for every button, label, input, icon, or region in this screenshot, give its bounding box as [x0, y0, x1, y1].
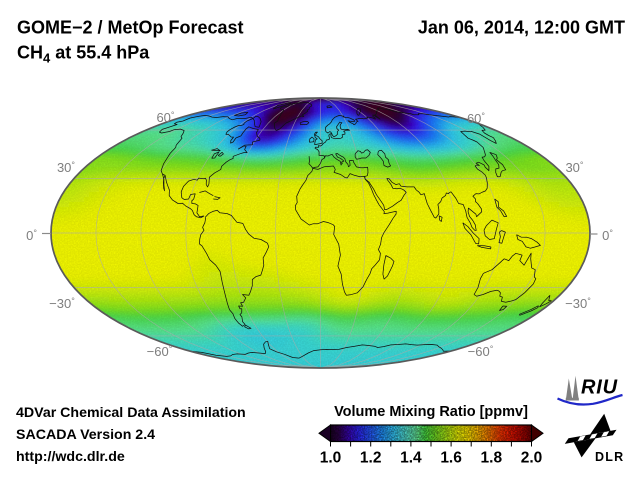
svg-text:SACADA Version 2.4: SACADA Version 2.4: [16, 427, 155, 443]
svg-text:30°: 30°: [565, 160, 583, 175]
svg-text:60°: 60°: [156, 110, 174, 125]
svg-text:60°: 60°: [467, 111, 485, 126]
svg-text:Jan 06, 2014, 12:00 GMT: Jan 06, 2014, 12:00 GMT: [418, 18, 625, 38]
svg-text:−60°: −60°: [147, 344, 173, 359]
svg-text:0°: 0°: [26, 228, 37, 243]
svg-text:1.0: 1.0: [320, 450, 342, 467]
svg-text:http://wdc.dlr.de: http://wdc.dlr.de: [16, 449, 125, 465]
svg-text:1.6: 1.6: [440, 450, 462, 467]
svg-text:1.2: 1.2: [360, 450, 382, 467]
svg-text:0°: 0°: [602, 228, 613, 243]
svg-text:GOME−2 / MetOp Forecast: GOME−2 / MetOp Forecast: [17, 18, 244, 38]
svg-text:CH4 at 55.4 hPa: CH4 at 55.4 hPa: [17, 43, 150, 66]
svg-text:Volume Mixing Ratio [ppmv]: Volume Mixing Ratio [ppmv]: [334, 404, 528, 420]
svg-text:DLR: DLR: [595, 450, 624, 464]
svg-text:−30°: −30°: [565, 296, 591, 311]
svg-text:−30°: −30°: [49, 296, 75, 311]
svg-text:−60°: −60°: [468, 344, 494, 359]
svg-text:RIU: RIU: [581, 377, 618, 399]
svg-text:1.8: 1.8: [481, 450, 503, 467]
svg-text:2.0: 2.0: [521, 450, 543, 467]
svg-text:30°: 30°: [57, 160, 75, 175]
svg-text:1.4: 1.4: [400, 450, 422, 467]
svg-text:4DVar Chemical Data Assimilati: 4DVar Chemical Data Assimilation: [16, 405, 246, 421]
